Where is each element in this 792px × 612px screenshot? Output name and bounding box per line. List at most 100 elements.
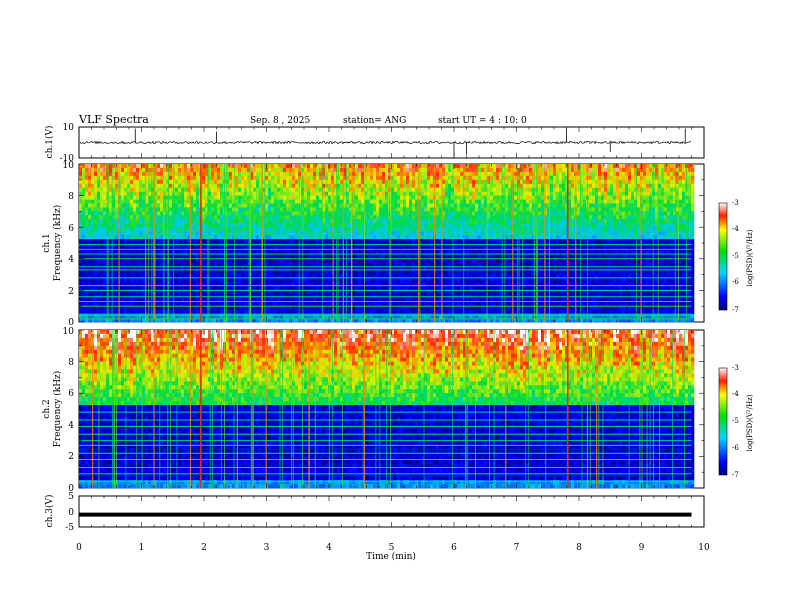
spectrogram-cell (103, 215, 107, 220)
spectrogram-cell (259, 266, 263, 271)
spectrogram-cell (430, 195, 434, 200)
spectrogram-cell (253, 243, 257, 248)
spectrogram-cell (193, 191, 197, 196)
spectrogram-cell (430, 199, 434, 204)
spectrogram-cell (88, 298, 92, 303)
spectrogram-cell (265, 290, 269, 295)
spectrogram-cell (97, 199, 101, 204)
spectrogram-cell (85, 195, 89, 200)
spectrogram-cell (271, 164, 275, 169)
spectrogram-cell (292, 211, 296, 216)
spectrogram-cell (409, 175, 413, 181)
spectrogram-cell (328, 223, 332, 228)
spectrogram-cell (448, 219, 452, 224)
spectrogram-cell (310, 318, 314, 323)
spectrogram-cell (280, 262, 284, 268)
spectrogram-cell (382, 243, 386, 248)
spectrogram-cell (358, 306, 362, 311)
spectrogram-cell (325, 207, 329, 212)
spectrogram-cell (169, 183, 173, 189)
spectrogram-cell (397, 183, 401, 189)
spectrogram-cell (97, 167, 101, 173)
spectrogram-cell (265, 266, 269, 271)
spectrogram-cell (148, 302, 152, 307)
spectrogram-cell (448, 167, 452, 173)
spectrogram-cell (286, 290, 290, 295)
spectrogram-cell (241, 231, 245, 236)
spectrogram-cell (130, 254, 134, 260)
spectrogram-cell (259, 231, 263, 236)
spectrogram-cell (289, 183, 293, 189)
spectrogram-cell (292, 203, 296, 208)
spectrogram-cell (202, 191, 206, 196)
spectrogram-cell (361, 270, 365, 275)
spectrogram-cell (292, 286, 296, 291)
spectrogram-cell (277, 227, 281, 232)
spectrogram-cell (256, 187, 260, 192)
spectrogram-cell (436, 211, 440, 216)
spectrogram-cell (100, 250, 104, 256)
spectrogram-cell (148, 223, 152, 228)
spectrogram-cell (163, 203, 167, 208)
spectrogram-cell (280, 219, 284, 224)
spectrogram-cell (355, 243, 359, 248)
spectrogram-cell (229, 187, 233, 192)
spectrogram-cell (367, 175, 371, 181)
spectrogram-cell (304, 164, 308, 169)
spectrogram-cell (94, 290, 98, 295)
spectrogram-cell (355, 164, 359, 169)
spectrogram-cell (127, 262, 131, 268)
spectrogram-cell (103, 278, 107, 283)
spectrogram-cell (415, 278, 419, 283)
spectrogram-cell (235, 278, 239, 283)
spectrogram-cell (124, 266, 128, 271)
spectrogram-cell (259, 199, 263, 204)
spectrogram-cell (226, 164, 230, 169)
spectrogram-cell (121, 282, 125, 287)
spectrogram-cell (133, 314, 137, 319)
spectrogram-cell (193, 278, 197, 283)
spectrogram-cell (217, 298, 221, 303)
spectrogram-cell (259, 183, 263, 189)
spectrogram-cell (358, 314, 362, 319)
spectrogram-cell (250, 227, 254, 232)
spectrogram-cell (109, 215, 113, 220)
spectrogram-cell (241, 318, 245, 323)
spectrogram-cell (187, 266, 191, 271)
spectrogram-cell (289, 266, 293, 271)
spectrogram-cell (289, 227, 293, 232)
spectrogram-cell (307, 203, 311, 208)
spectrogram-cell (226, 243, 230, 248)
spectrogram-cell (217, 258, 221, 264)
spectrogram-cell (106, 243, 110, 248)
spectrogram-cell (220, 167, 224, 173)
spectrogram-cell (127, 318, 131, 323)
spectrogram-cell (139, 207, 143, 212)
spectrogram-cell (400, 183, 404, 189)
spectrogram-cell (361, 167, 365, 173)
spectrogram-cell (277, 164, 281, 169)
spectrogram-cell (412, 278, 416, 283)
spectrogram-cell (448, 290, 452, 295)
spectrogram-cell (124, 207, 128, 212)
spectrogram-cell (247, 179, 251, 185)
spectrogram-cell (106, 164, 110, 169)
spectrogram-cell (238, 243, 242, 248)
spectrogram-cell (283, 191, 287, 196)
spectrogram-cell (229, 314, 233, 319)
spectrogram-cell (397, 191, 401, 196)
spectrogram-cell (148, 211, 152, 216)
spectrogram-cell (202, 195, 206, 200)
spectrogram-cell (187, 171, 191, 177)
spectrogram-cell (196, 175, 200, 181)
spectrogram-cell (265, 219, 269, 224)
spectrogram-cell (88, 310, 92, 315)
spectrogram-cell (139, 266, 143, 271)
spectrogram-cell (295, 266, 299, 271)
spectrogram-cell (154, 215, 158, 220)
spectrogram-cell (424, 227, 428, 232)
spectrogram-cell (211, 199, 215, 204)
spectrogram-cell (202, 258, 206, 264)
spectrogram-cell (133, 258, 137, 264)
spectrogram-cell (103, 211, 107, 216)
